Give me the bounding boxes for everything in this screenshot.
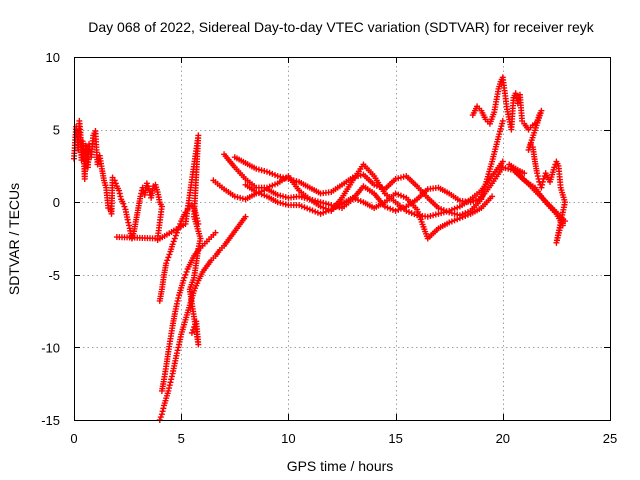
- data-point: [551, 164, 558, 171]
- data-point: [143, 180, 150, 187]
- data-point: [125, 219, 132, 226]
- data-point: [168, 373, 175, 380]
- series-late-cluster: [469, 74, 568, 246]
- data-point: [539, 178, 546, 185]
- y-tick-label: -5: [48, 268, 60, 283]
- data-point: [173, 350, 180, 357]
- data-point: [175, 344, 182, 351]
- data-point: [168, 376, 175, 383]
- data-point: [137, 193, 144, 200]
- data-point: [182, 271, 189, 278]
- data-point: [170, 238, 177, 245]
- data-point: [165, 387, 172, 394]
- data-point: [171, 235, 178, 242]
- series-early-cluster: [71, 117, 165, 242]
- data-point: [124, 216, 131, 223]
- x-tick-label: 20: [496, 431, 510, 446]
- data-point: [535, 175, 542, 182]
- data-point: [489, 193, 496, 200]
- data-point: [120, 200, 127, 207]
- x-tick-label: 10: [281, 431, 295, 446]
- data-point: [166, 382, 173, 389]
- data-point: [166, 385, 173, 392]
- data-point: [169, 241, 176, 248]
- data-point: [117, 193, 124, 200]
- data-point: [112, 180, 119, 187]
- data-point: [113, 234, 120, 241]
- data-point: [163, 260, 170, 267]
- data-point: [539, 181, 546, 188]
- data-points: [71, 74, 568, 423]
- data-point: [167, 379, 174, 386]
- series-mid-track-d: [242, 181, 496, 242]
- grid-lines: [74, 57, 610, 420]
- data-point: [166, 251, 173, 258]
- data-point: [126, 222, 133, 229]
- data-point: [534, 170, 541, 177]
- data-point: [180, 277, 187, 284]
- series-dip-track-c: [156, 213, 249, 423]
- x-tick-label: 25: [603, 431, 617, 446]
- data-point: [242, 213, 249, 220]
- x-tick-label: 0: [70, 431, 77, 446]
- data-point: [138, 190, 145, 197]
- series-dip-track-d: [154, 132, 204, 348]
- data-point: [173, 229, 180, 236]
- data-point: [514, 100, 521, 107]
- data-point: [188, 329, 195, 336]
- chart-title: Day 068 of 2022, Sidereal Day-to-day VTE…: [88, 19, 594, 35]
- y-tick-label: 0: [53, 195, 60, 210]
- plot-frame: [74, 57, 611, 421]
- data-point: [212, 229, 219, 236]
- x-tick-label: 15: [388, 431, 402, 446]
- data-point: [499, 117, 506, 124]
- y-tick-label: -15: [41, 413, 60, 428]
- data-point: [144, 183, 151, 190]
- y-tick-label: -10: [41, 340, 60, 355]
- series-dip-track-b: [158, 229, 219, 394]
- data-point: [521, 170, 528, 177]
- x-tick-label: 5: [178, 431, 185, 446]
- data-point: [116, 187, 123, 194]
- x-axis-label: GPS time / hours: [287, 458, 394, 474]
- data-point: [159, 408, 166, 415]
- data-point: [173, 300, 180, 307]
- data-point: [157, 414, 164, 421]
- data-point: [111, 177, 118, 184]
- data-point: [94, 161, 101, 168]
- data-point: [174, 297, 181, 304]
- data-point: [116, 190, 123, 197]
- y-axis-label: SDTVAR / TECUs: [6, 183, 22, 295]
- data-point: [175, 295, 182, 302]
- y-tick-label: 10: [46, 50, 60, 65]
- data-point: [160, 405, 167, 412]
- data-point: [164, 257, 171, 264]
- data-point: [183, 268, 190, 275]
- data-point: [165, 254, 172, 261]
- data-point: [534, 173, 541, 180]
- y-tick-label: 5: [53, 123, 60, 138]
- data-point: [154, 236, 161, 243]
- data-point: [158, 411, 165, 418]
- data-point: [121, 203, 128, 210]
- data-point: [540, 175, 547, 182]
- data-point: [174, 347, 181, 354]
- data-point: [181, 274, 188, 281]
- data-point: [172, 232, 179, 239]
- data-point: [499, 158, 506, 165]
- data-point: [538, 184, 545, 191]
- data-point: [189, 326, 196, 333]
- x-tick-labels: 0 5 10 15 20 25: [70, 431, 617, 446]
- y-tick-labels: -15 -10 -5 0 5 10: [41, 50, 60, 428]
